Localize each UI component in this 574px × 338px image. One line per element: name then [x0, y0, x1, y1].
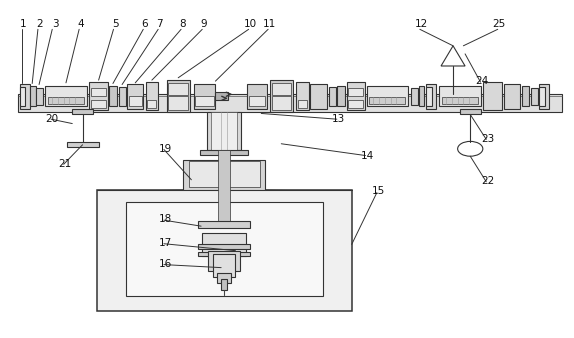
Text: 24: 24: [475, 76, 488, 87]
Text: 11: 11: [263, 19, 277, 29]
Bar: [298, 100, 307, 108]
Bar: [45, 86, 87, 106]
Bar: [247, 84, 267, 109]
Bar: [218, 150, 230, 225]
Bar: [367, 86, 408, 106]
Bar: [72, 109, 93, 115]
Bar: [36, 88, 43, 105]
Bar: [202, 233, 246, 256]
Text: 21: 21: [58, 159, 71, 169]
Bar: [215, 92, 228, 100]
Bar: [169, 96, 188, 110]
Text: 19: 19: [159, 144, 172, 154]
Bar: [272, 96, 291, 110]
Bar: [193, 84, 215, 109]
Bar: [539, 84, 549, 109]
Bar: [91, 100, 106, 108]
Text: 9: 9: [201, 19, 207, 29]
Bar: [169, 83, 188, 95]
Text: 4: 4: [77, 19, 84, 29]
Bar: [272, 83, 291, 95]
Text: 14: 14: [360, 150, 374, 161]
Bar: [207, 112, 241, 150]
Bar: [148, 100, 157, 108]
Bar: [18, 94, 562, 112]
Bar: [249, 96, 265, 106]
Bar: [67, 142, 99, 147]
Bar: [198, 221, 250, 228]
Text: 25: 25: [492, 19, 506, 29]
Bar: [439, 86, 480, 106]
Text: 20: 20: [46, 114, 59, 123]
Text: 22: 22: [481, 176, 494, 186]
Bar: [329, 87, 336, 106]
Bar: [212, 254, 235, 277]
Bar: [90, 82, 108, 111]
Text: 8: 8: [180, 19, 186, 29]
Bar: [129, 96, 142, 106]
Bar: [167, 80, 189, 113]
Text: 15: 15: [372, 186, 385, 196]
Text: 10: 10: [244, 19, 257, 29]
Bar: [198, 244, 250, 249]
Bar: [442, 97, 478, 104]
Bar: [522, 86, 529, 106]
Text: 16: 16: [159, 259, 172, 269]
Bar: [48, 97, 84, 104]
Text: 23: 23: [481, 134, 494, 144]
Bar: [426, 87, 432, 106]
Bar: [146, 82, 158, 111]
Bar: [311, 84, 327, 109]
Bar: [188, 161, 259, 187]
Bar: [97, 190, 352, 311]
Text: 12: 12: [415, 19, 428, 29]
Text: 6: 6: [142, 19, 148, 29]
Bar: [127, 84, 144, 109]
Bar: [504, 84, 520, 109]
Bar: [208, 251, 240, 271]
Bar: [195, 96, 214, 106]
Bar: [200, 150, 248, 154]
Bar: [30, 86, 36, 106]
Bar: [270, 80, 293, 113]
Bar: [198, 251, 250, 256]
Text: 17: 17: [159, 238, 172, 248]
Bar: [119, 87, 126, 106]
Text: 1: 1: [20, 19, 27, 29]
Bar: [410, 88, 417, 105]
Bar: [211, 112, 236, 150]
Bar: [217, 273, 231, 283]
Text: 13: 13: [332, 114, 345, 123]
Text: 18: 18: [159, 215, 172, 224]
Text: 2: 2: [36, 19, 43, 29]
Bar: [348, 100, 363, 108]
Bar: [460, 109, 480, 115]
Bar: [338, 86, 345, 106]
Bar: [418, 86, 424, 106]
Bar: [426, 84, 436, 109]
Bar: [126, 202, 323, 296]
Bar: [91, 88, 106, 96]
Text: 3: 3: [52, 19, 59, 29]
Bar: [370, 97, 405, 104]
Bar: [220, 280, 227, 290]
Bar: [483, 82, 502, 111]
Bar: [531, 88, 538, 105]
Bar: [183, 160, 265, 190]
Bar: [348, 88, 363, 96]
Text: 5: 5: [112, 19, 118, 29]
Text: 7: 7: [157, 19, 163, 29]
Bar: [110, 86, 117, 106]
Bar: [347, 82, 365, 111]
Bar: [296, 82, 309, 111]
Bar: [539, 87, 545, 106]
Bar: [20, 87, 25, 106]
Bar: [20, 84, 30, 109]
